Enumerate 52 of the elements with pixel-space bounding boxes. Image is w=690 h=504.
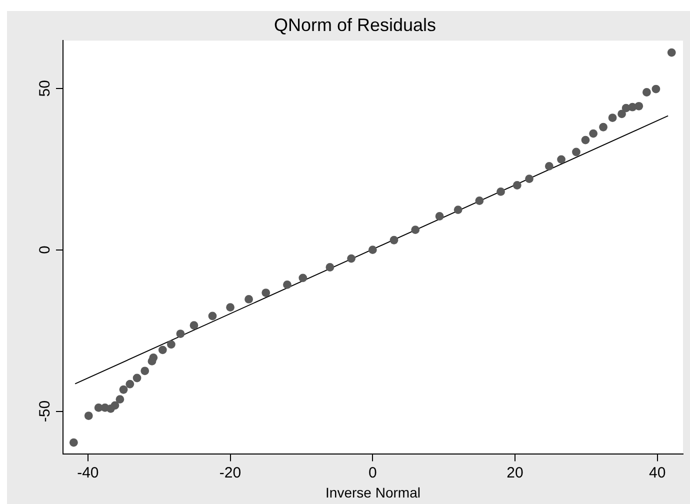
point: [599, 122, 608, 132]
point: [544, 162, 554, 170]
point: [572, 148, 580, 156]
point: [176, 330, 185, 338]
y-tick-label: -50: [36, 400, 54, 422]
point: [642, 88, 651, 96]
point: [244, 295, 253, 304]
point: [326, 263, 334, 272]
y-tick-label: 0: [36, 246, 54, 254]
point: [69, 438, 78, 447]
x-axis-title: Inverse Normal: [326, 484, 420, 500]
point: [190, 321, 198, 330]
x-tick-label: -20: [219, 464, 242, 482]
point: [368, 246, 377, 254]
point: [132, 374, 142, 382]
point: [126, 380, 134, 388]
point: [634, 102, 644, 110]
point: [116, 395, 124, 404]
point: [454, 206, 462, 214]
chart-title: QNorm of Residuals: [274, 14, 436, 35]
point: [158, 346, 167, 354]
point: [283, 280, 292, 289]
point: [411, 226, 420, 234]
point: [262, 288, 270, 297]
point: [298, 274, 308, 282]
point: [435, 212, 444, 220]
point: [347, 254, 356, 263]
point: [167, 340, 176, 349]
x-tick-label: -40: [77, 464, 99, 482]
x-tick-label: 0: [368, 464, 377, 482]
point: [652, 84, 660, 94]
point: [110, 401, 120, 410]
point: [475, 196, 484, 205]
point: [557, 155, 566, 164]
point: [608, 114, 617, 122]
point: [525, 174, 534, 183]
point: [84, 412, 93, 420]
point: [149, 353, 158, 362]
x-tick-label: 40: [649, 464, 666, 482]
point: [390, 236, 398, 244]
point: [208, 312, 217, 320]
point: [512, 181, 522, 190]
point: [581, 136, 590, 144]
point: [667, 48, 676, 57]
point: [119, 385, 128, 394]
point: [140, 366, 150, 376]
point: [226, 303, 234, 312]
point: [496, 188, 505, 196]
point: [589, 129, 598, 138]
y-tick-label: 50: [36, 80, 54, 97]
x-tick-label: 20: [506, 464, 524, 482]
point: [618, 110, 626, 118]
